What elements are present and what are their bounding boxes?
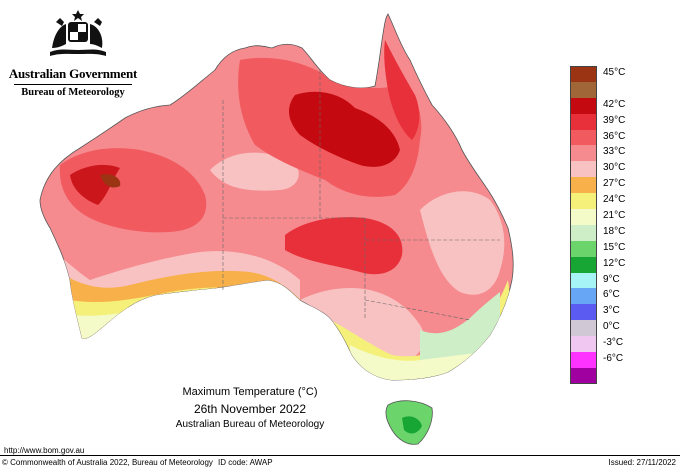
legend-swatch — [570, 193, 597, 210]
legend-label: 12°C — [603, 257, 626, 269]
legend-label: 15°C — [603, 241, 626, 253]
legend-swatch — [570, 177, 597, 194]
logo-divider — [14, 84, 132, 85]
legend-swatch — [570, 320, 597, 337]
legend-item: 9°C — [570, 272, 640, 289]
id-code: ID code: AWAP — [218, 458, 273, 467]
legend-item: 3°C — [570, 304, 640, 321]
legend-item: 24°C — [570, 193, 640, 210]
tasmania — [385, 400, 433, 445]
legend-label: 27°C — [603, 178, 626, 190]
legend-swatch — [570, 336, 597, 353]
bureau-name: Bureau of Meteorology — [21, 87, 125, 98]
legend-item: 45°C — [570, 66, 640, 82]
legend-swatch — [570, 272, 597, 289]
map-title: Maximum Temperature (°C) — [182, 386, 318, 398]
legend-item: 30°C — [570, 161, 640, 178]
issued-date: Issued: 27/11/2022 — [608, 458, 676, 467]
legend-item: 21°C — [570, 209, 640, 225]
legend-item — [570, 367, 640, 384]
website-link[interactable]: http://www.bom.gov.au — [4, 446, 85, 455]
legend-item: 36°C — [570, 129, 640, 146]
legend-swatch — [570, 304, 597, 321]
government-logo: Australian Government Bureau of Meteorol… — [8, 8, 138, 98]
legend-label: 21°C — [603, 210, 626, 222]
coat-of-arms-icon — [50, 10, 106, 56]
legend-item: 42°C — [570, 97, 640, 114]
legend-label: -6°C — [603, 353, 624, 365]
legend-item: 12°C — [570, 256, 640, 273]
map-date: 26th November 2022 — [193, 402, 307, 416]
legend-swatch — [570, 256, 597, 273]
legend-item: 27°C — [570, 177, 640, 194]
legend-swatch — [570, 288, 597, 305]
legend-swatch — [570, 81, 597, 98]
legend-swatch — [570, 352, 597, 368]
legend-label: 42°C — [603, 98, 626, 110]
legend-label: 3°C — [603, 305, 620, 317]
legend-swatch — [570, 209, 597, 225]
legend-label: 0°C — [603, 321, 620, 333]
legend-label: 36°C — [603, 130, 626, 142]
legend-label: -3°C — [603, 337, 624, 349]
legend-swatch — [570, 129, 597, 146]
map-organisation: Australian Bureau of Meteorology — [175, 419, 325, 430]
legend-swatch — [570, 113, 597, 130]
map-caption: Maximum Temperature (°C) 26th November 2… — [140, 385, 360, 431]
legend-item: 18°C — [570, 224, 640, 241]
legend-label: 6°C — [603, 289, 620, 301]
legend-label: 24°C — [603, 194, 626, 206]
temperature-legend: 45°C 42°C 39°C 36°C 33°C 30°C 27°C 24°C … — [570, 66, 640, 384]
legend-label: 30°C — [603, 162, 626, 174]
legend-item: -3°C — [570, 336, 640, 353]
copyright-notice: © Commonwealth of Australia 2022, Bureau… — [2, 458, 213, 467]
legend-item: 0°C — [570, 320, 640, 337]
government-name: Australian Government — [8, 66, 138, 81]
legend-item: 6°C — [570, 288, 640, 305]
legend-item: 39°C — [570, 113, 640, 130]
legend-swatch — [570, 145, 597, 162]
legend-label: 9°C — [603, 273, 620, 285]
legend-label: 18°C — [603, 225, 626, 237]
legend-swatch — [570, 97, 597, 114]
legend-item: -6°C — [570, 352, 640, 368]
legend-swatch — [570, 66, 597, 82]
footer-divider — [0, 455, 680, 456]
legend-label: 33°C — [603, 146, 626, 158]
legend-swatch — [570, 367, 597, 384]
legend-swatch — [570, 240, 597, 257]
legend-item — [570, 81, 640, 98]
legend-item: 33°C — [570, 145, 640, 162]
legend-item: 15°C — [570, 240, 640, 257]
legend-swatch — [570, 161, 597, 178]
legend-label: 39°C — [603, 114, 626, 126]
legend-label: 45°C — [603, 67, 626, 78]
legend-swatch — [570, 224, 597, 241]
